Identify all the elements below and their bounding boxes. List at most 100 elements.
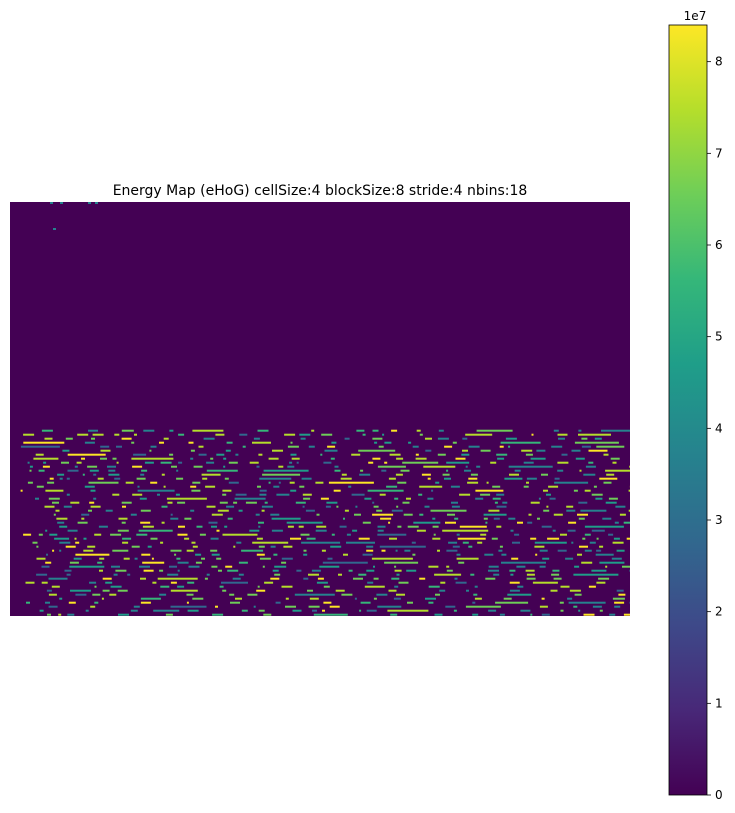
heatmap-cell xyxy=(546,505,549,508)
heatmap-cell xyxy=(396,457,404,460)
heatmap-cell xyxy=(271,529,283,532)
heatmap-cell xyxy=(206,469,238,472)
heatmap-cell xyxy=(114,477,121,480)
heatmap-cell xyxy=(69,561,79,564)
heatmap-cell xyxy=(253,437,260,440)
heatmap-cell xyxy=(356,429,365,432)
heatmap-cell xyxy=(77,433,89,436)
chart-title: Energy Map (eHoG) cellSize:4 blockSize:8… xyxy=(113,183,528,199)
heatmap-cell xyxy=(261,505,273,508)
heatmap-cell xyxy=(241,609,248,612)
heatmap-cell xyxy=(526,481,529,484)
heatmap-cell xyxy=(217,509,229,512)
heatmap-cell xyxy=(107,465,116,468)
heatmap-cell xyxy=(577,553,582,556)
heatmap-cell xyxy=(211,565,218,568)
heatmap-cell xyxy=(177,569,180,572)
heatmap-cell xyxy=(132,493,143,496)
heatmap-cell xyxy=(38,469,45,472)
heatmap-cell xyxy=(415,453,419,456)
heatmap-cell xyxy=(268,481,271,484)
heatmap-cell xyxy=(150,537,158,540)
heatmap-cell xyxy=(169,429,174,432)
heatmap-cell xyxy=(416,529,426,532)
heatmap-cell xyxy=(218,569,222,572)
heatmap-cell xyxy=(82,473,85,476)
heatmap-cell xyxy=(465,433,493,436)
heatmap-cell xyxy=(187,609,199,612)
heatmap-cell xyxy=(210,549,218,552)
heatmap-cell xyxy=(132,465,143,468)
heatmap-cell xyxy=(546,493,551,496)
heatmap-cell xyxy=(94,601,99,604)
heatmap-cell xyxy=(198,445,204,448)
heatmap-cell xyxy=(525,453,533,456)
heatmap-cell xyxy=(325,505,331,508)
heatmap-cell xyxy=(274,565,287,568)
heatmap-cell xyxy=(201,473,221,476)
heatmap-cell xyxy=(541,473,548,476)
heatmap-cell xyxy=(599,609,603,612)
heatmap-cell xyxy=(92,593,101,596)
heatmap-cell xyxy=(222,589,227,592)
heatmap-cell xyxy=(566,509,576,512)
heatmap-cell xyxy=(468,545,473,548)
heatmap-cell xyxy=(275,601,281,604)
heatmap-cell xyxy=(122,537,132,540)
heatmap-cell xyxy=(281,585,293,588)
heatmap-cell xyxy=(612,461,617,464)
heatmap-cell xyxy=(306,537,316,540)
heatmap-cell xyxy=(66,573,71,576)
heatmap-cell xyxy=(538,497,541,500)
heatmap-cell xyxy=(629,569,630,572)
heatmap-cell xyxy=(76,461,82,464)
heatmap-cell xyxy=(364,497,372,500)
heatmap-cell xyxy=(419,513,424,516)
heatmap-cell xyxy=(238,573,244,576)
heatmap-cell xyxy=(35,497,39,500)
heatmap-cell xyxy=(67,613,75,616)
heatmap-cell xyxy=(450,485,460,488)
heatmap-cell xyxy=(554,477,560,480)
heatmap-cell xyxy=(629,485,630,488)
heatmap-cell xyxy=(530,457,546,460)
heatmap-cell xyxy=(588,461,594,464)
heatmap-cell xyxy=(389,453,401,456)
heatmap-cell xyxy=(188,565,200,568)
heatmap-cell xyxy=(485,521,488,524)
heatmap-cell xyxy=(396,573,400,576)
heatmap-cell xyxy=(381,469,387,472)
heatmap-cell xyxy=(303,553,308,556)
heatmap-cell xyxy=(451,505,460,508)
colorbar-exponent-label: 1e7 xyxy=(684,9,707,23)
heatmap-cell xyxy=(551,445,563,448)
heatmap-cell xyxy=(46,589,52,592)
heatmap-cell xyxy=(599,477,618,480)
heatmap-cell xyxy=(577,513,588,516)
heatmap-cell xyxy=(526,573,535,576)
heatmap-cell xyxy=(588,449,608,452)
heatmap-cell xyxy=(140,597,161,600)
heatmap-cell xyxy=(291,457,300,460)
heatmap-cell xyxy=(45,529,48,532)
heatmap-cell xyxy=(309,597,319,600)
heatmap-cell xyxy=(358,573,367,576)
heatmap-cell xyxy=(285,605,296,608)
heatmap-cell xyxy=(159,441,164,444)
heatmap-cell xyxy=(316,513,320,516)
heatmap-cell xyxy=(557,549,567,552)
heatmap-cell xyxy=(41,581,48,584)
heatmap-cell xyxy=(227,569,239,572)
heatmap-cell xyxy=(116,461,119,464)
heatmap-cell xyxy=(57,521,65,524)
heatmap-cell xyxy=(305,509,315,512)
heatmap-cell xyxy=(196,525,203,528)
heatmap-cell xyxy=(432,525,439,528)
heatmap-cell xyxy=(68,601,76,604)
heatmap-cell xyxy=(488,509,500,512)
heatmap-cell xyxy=(488,565,499,568)
heatmap-cell xyxy=(381,549,386,552)
heatmap-cell xyxy=(573,605,578,608)
heatmap-cell xyxy=(83,537,87,540)
